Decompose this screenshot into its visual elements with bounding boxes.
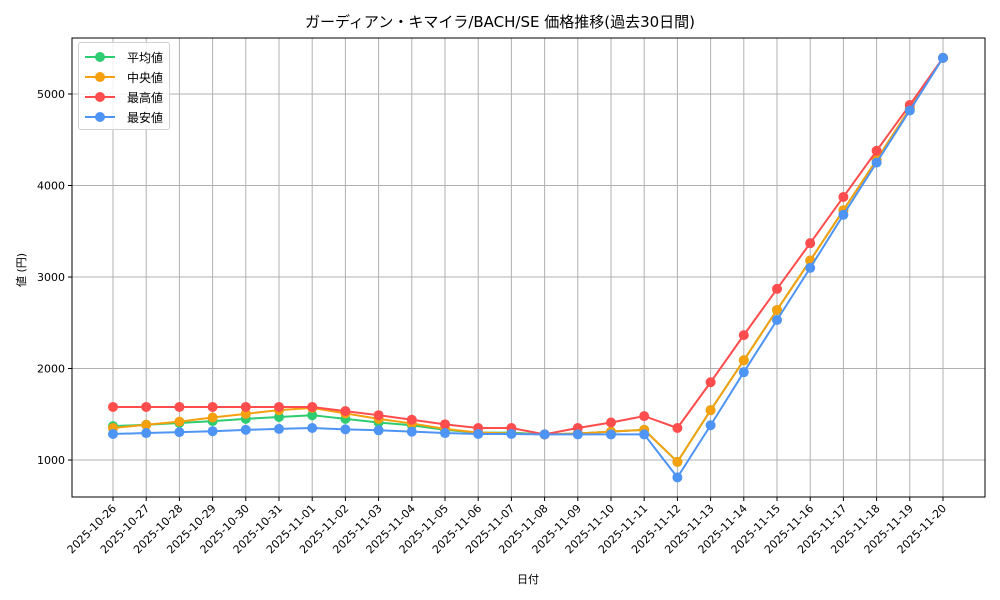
legend-item-average: 平均値: [85, 47, 163, 67]
data-point: [440, 419, 450, 430]
data-point: [207, 412, 218, 423]
series-line: [108, 52, 948, 483]
y-axis: 1000 2000 3000 4000 5000: [37, 88, 72, 467]
data-point: [871, 157, 882, 168]
legend-label: 最高値: [127, 90, 164, 105]
data-point: [240, 408, 251, 419]
y-tick-label: 1000: [37, 454, 65, 467]
data-point: [307, 410, 318, 421]
data-point: [805, 238, 816, 249]
data-point: [738, 330, 749, 341]
series-line: [108, 52, 948, 440]
data-point: [340, 424, 351, 435]
data-point: [274, 412, 284, 423]
x-axis-label: 日付: [517, 573, 539, 586]
data-point: [274, 401, 284, 412]
data-point: [705, 377, 716, 388]
line-marker-icon: [85, 111, 115, 123]
y-axis-label: 値 (円): [15, 253, 28, 287]
y-tick-label: 3000: [37, 271, 65, 284]
data-point: [639, 411, 650, 422]
data-point: [141, 419, 152, 430]
data-point: [174, 401, 185, 412]
legend-label: 平均値: [127, 50, 164, 65]
data-point: [506, 428, 517, 439]
data-point: [606, 417, 616, 428]
data-point: [539, 429, 550, 440]
data-point: [738, 355, 749, 366]
data-point: [772, 315, 782, 326]
data-point: [207, 426, 218, 437]
data-point: [838, 209, 849, 220]
data-point: [705, 405, 716, 416]
data-point: [307, 423, 318, 434]
data-point: [772, 283, 782, 294]
legend: 平均値 中央値 最高値 最安値: [78, 42, 170, 130]
series-line: [108, 52, 948, 467]
legend-label: 最安値: [127, 110, 164, 125]
data-point: [240, 401, 251, 412]
line-marker-icon: [85, 51, 115, 63]
chart-title: ガーディアン・キマイラ/BACH/SE 価格推移(過去30日間): [304, 13, 696, 31]
data-point: [838, 191, 849, 202]
data-point: [373, 425, 384, 436]
y-tick-label: 2000: [37, 363, 65, 376]
data-point: [672, 456, 683, 467]
data-point: [340, 406, 351, 417]
data-point: [904, 105, 915, 116]
data-point: [639, 429, 650, 440]
data-point: [174, 427, 185, 438]
data-point: [108, 401, 118, 412]
data-point: [772, 304, 782, 315]
data-point: [473, 428, 484, 439]
data-point: [207, 401, 218, 412]
data-point: [705, 420, 716, 431]
line-marker-icon: [85, 71, 115, 83]
data-point: [406, 414, 417, 425]
data-point: [572, 429, 583, 440]
legend-item-max: 最高値: [85, 87, 163, 107]
data-point: [606, 429, 616, 440]
data-point: [672, 472, 683, 483]
line-marker-icon: [85, 91, 115, 103]
data-series: [108, 52, 948, 483]
data-point: [938, 52, 948, 63]
data-point: [406, 426, 417, 437]
data-point: [738, 367, 749, 378]
data-point: [174, 416, 185, 427]
data-point: [141, 428, 152, 439]
data-point: [871, 145, 882, 156]
data-point: [141, 401, 152, 412]
y-tick-label: 4000: [37, 180, 65, 193]
y-tick-label: 5000: [37, 88, 65, 101]
legend-label: 中央値: [127, 70, 164, 85]
data-point: [240, 424, 251, 435]
series-line: [108, 52, 948, 467]
data-point: [373, 410, 384, 421]
legend-item-min: 最安値: [85, 107, 163, 127]
data-point: [108, 428, 118, 439]
data-point: [274, 423, 284, 434]
legend-item-median: 中央値: [85, 67, 163, 87]
x-axis: 2025-10-262025-10-272025-10-282025-10-29…: [65, 497, 949, 556]
data-point: [307, 401, 318, 412]
data-point: [805, 262, 816, 273]
data-point: [672, 423, 683, 434]
plot-frame: [71, 37, 986, 498]
data-point: [440, 428, 450, 439]
